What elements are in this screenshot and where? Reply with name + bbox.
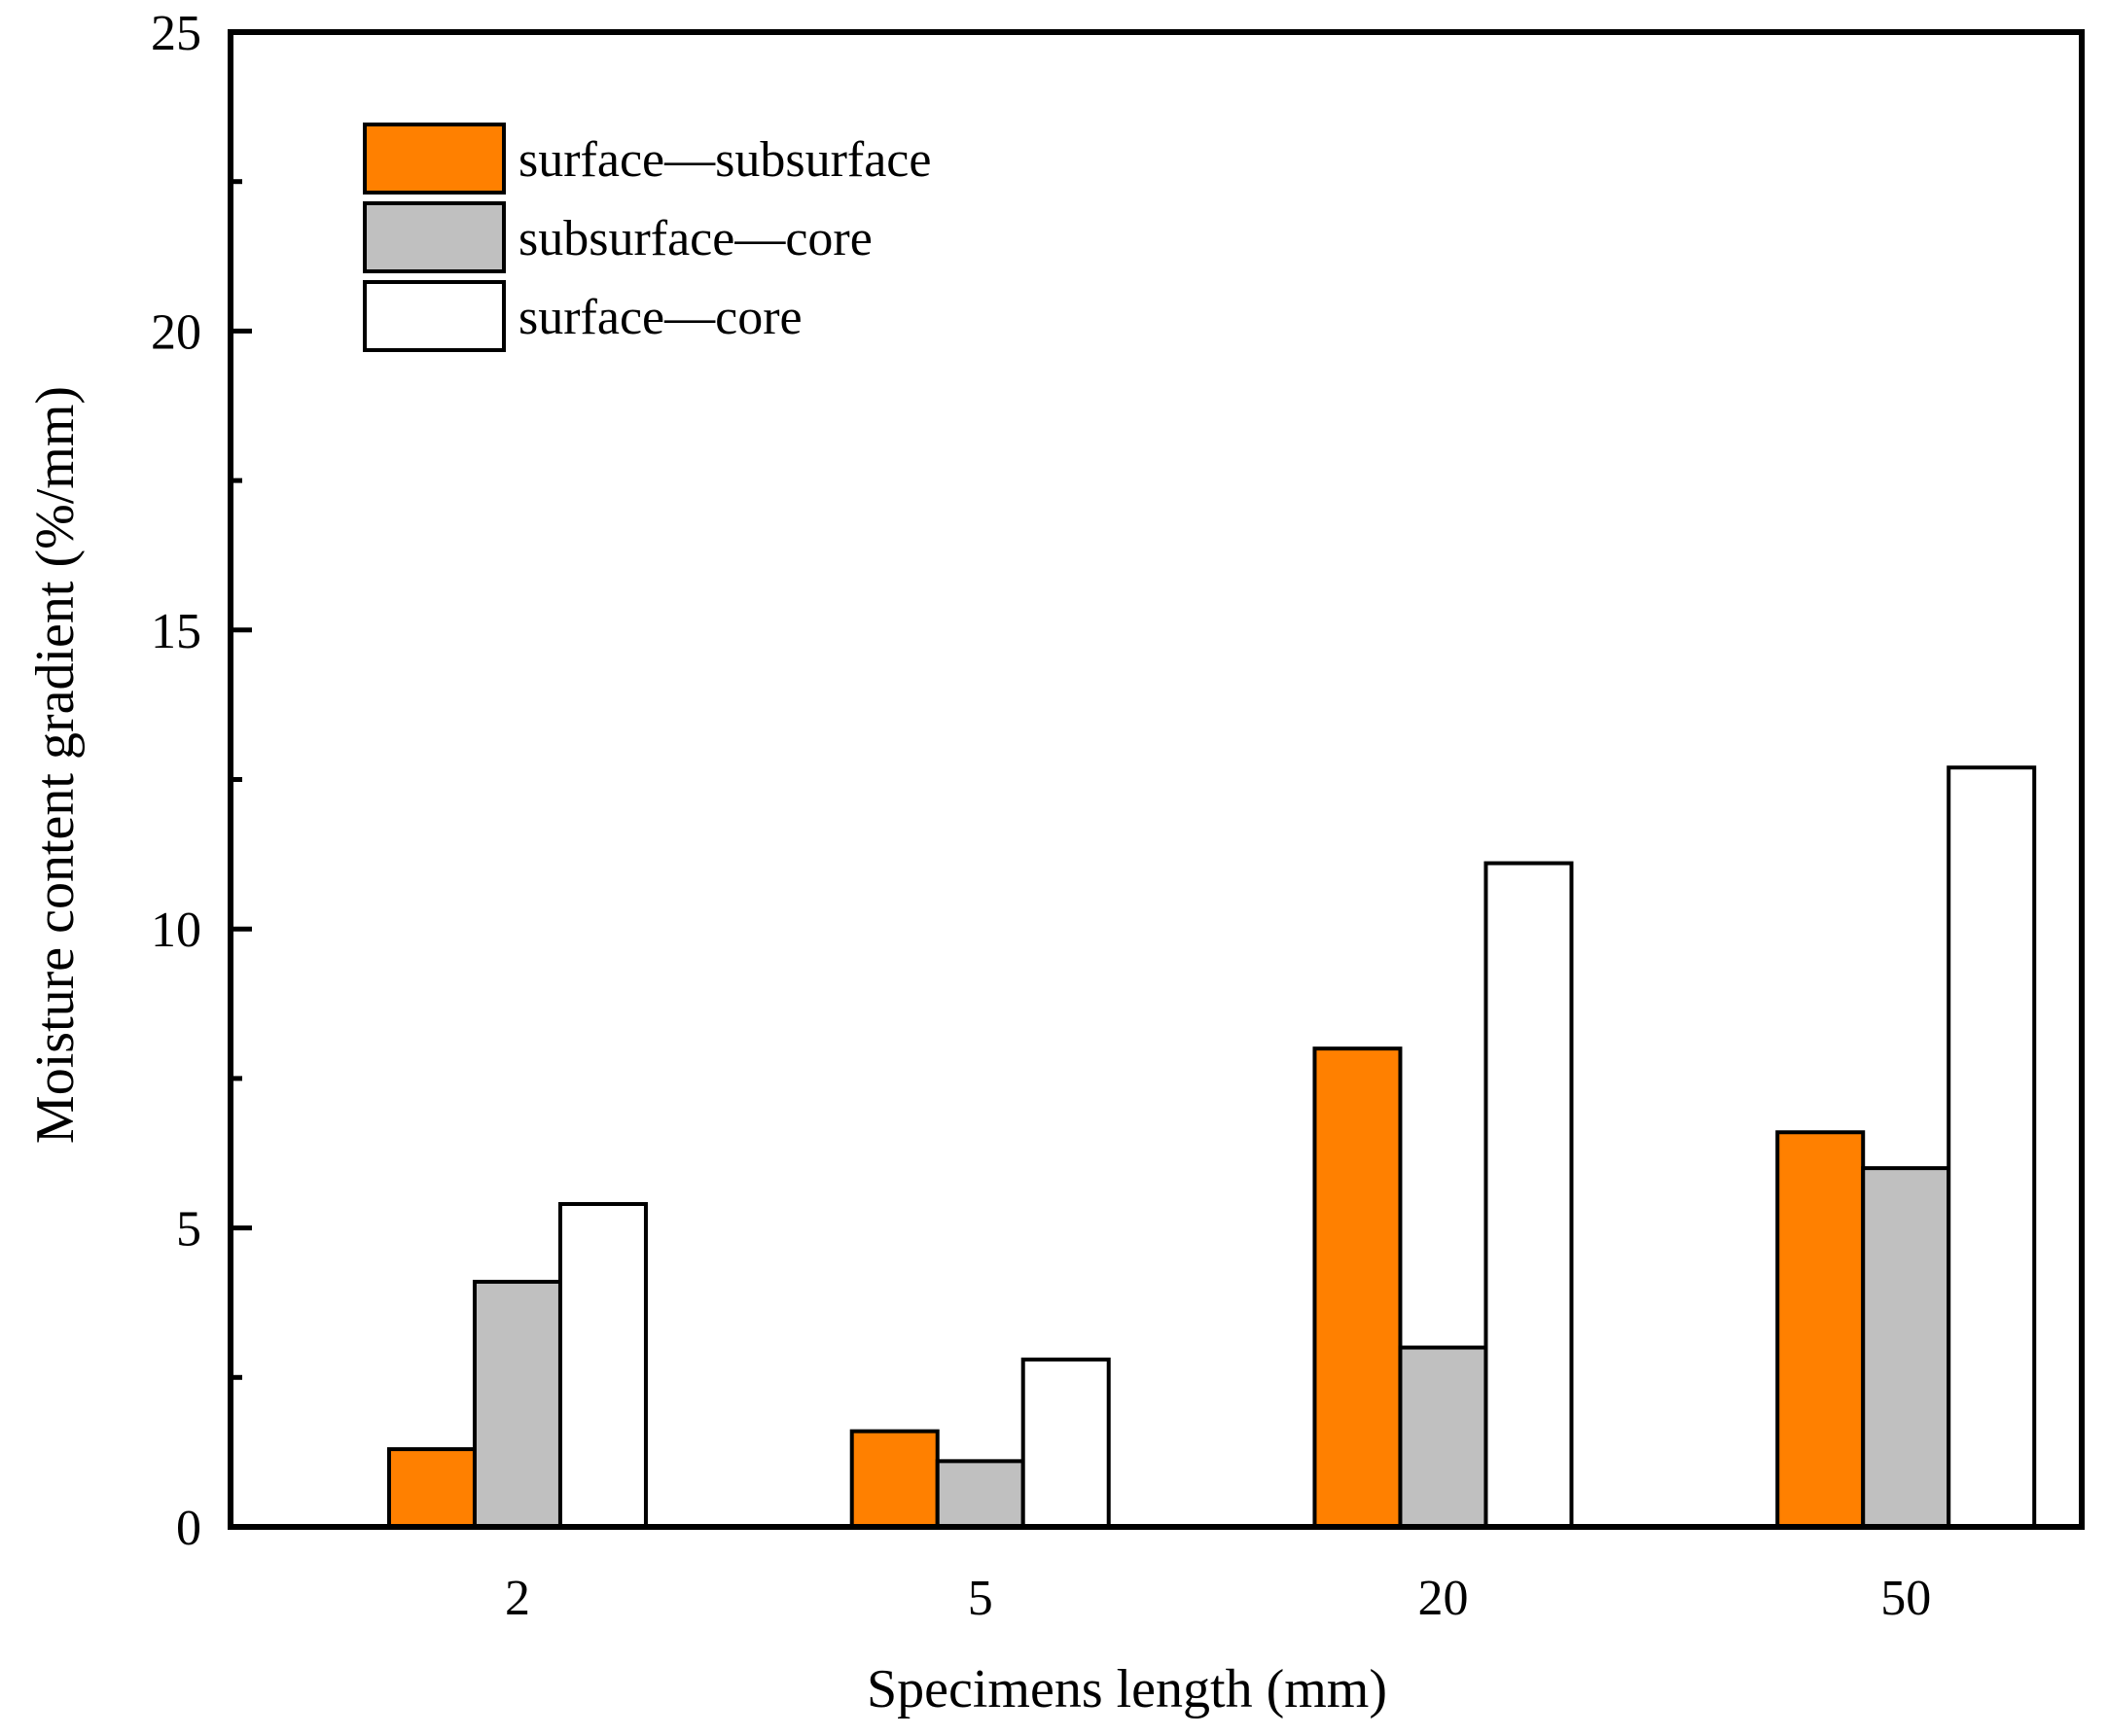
- legend-label: surface—subsurface: [518, 132, 931, 188]
- bars-layer: [386, 765, 2037, 1530]
- legend-label: surface—core: [518, 290, 803, 345]
- x-tick-label: 5: [968, 1571, 993, 1626]
- bar-subsurface-core-20: [1398, 1345, 1488, 1530]
- y-tick-label: 20: [151, 304, 201, 360]
- legend-swatch: [363, 201, 506, 273]
- y-tick-label: 0: [176, 1501, 201, 1556]
- bar-surface-subsurface-50: [1775, 1130, 1866, 1530]
- legend-swatch: [363, 280, 506, 352]
- y-tick-label: 5: [176, 1202, 201, 1258]
- bar-surface-subsurface-20: [1312, 1046, 1403, 1530]
- bar-subsurface-core-50: [1861, 1166, 1951, 1529]
- x-tick-label: 50: [1880, 1571, 1931, 1626]
- bar-surface-core-20: [1483, 861, 1574, 1529]
- bar-surface-subsurface-5: [849, 1429, 940, 1529]
- x-axis: 2 5 20 50: [505, 1571, 1931, 1626]
- y-tick-label: 10: [151, 903, 201, 958]
- bar-subsurface-core-2: [472, 1279, 562, 1529]
- y-tick-label: 15: [151, 604, 201, 659]
- bar-surface-core-50: [1947, 765, 2037, 1529]
- y-axis-title: Moisture content gradient (%/mm): [25, 386, 86, 1144]
- y-axis: 0 5 10 15 20 25: [151, 6, 252, 1556]
- legend: surface—subsurface subsurface—core surface…: [363, 123, 931, 352]
- bar-surface-subsurface-2: [386, 1447, 477, 1530]
- y-tick-label: 25: [151, 6, 201, 61]
- x-tick-label: 2: [505, 1571, 530, 1626]
- legend-swatch: [363, 123, 506, 195]
- bar-subsurface-core-5: [935, 1459, 1025, 1529]
- bar-surface-core-2: [557, 1202, 648, 1530]
- x-axis-title: Specimens length (mm): [867, 1659, 1387, 1719]
- legend-label: subsurface—core: [518, 211, 873, 266]
- bar-surface-core-5: [1020, 1357, 1111, 1529]
- x-tick-label: 20: [1417, 1571, 1468, 1626]
